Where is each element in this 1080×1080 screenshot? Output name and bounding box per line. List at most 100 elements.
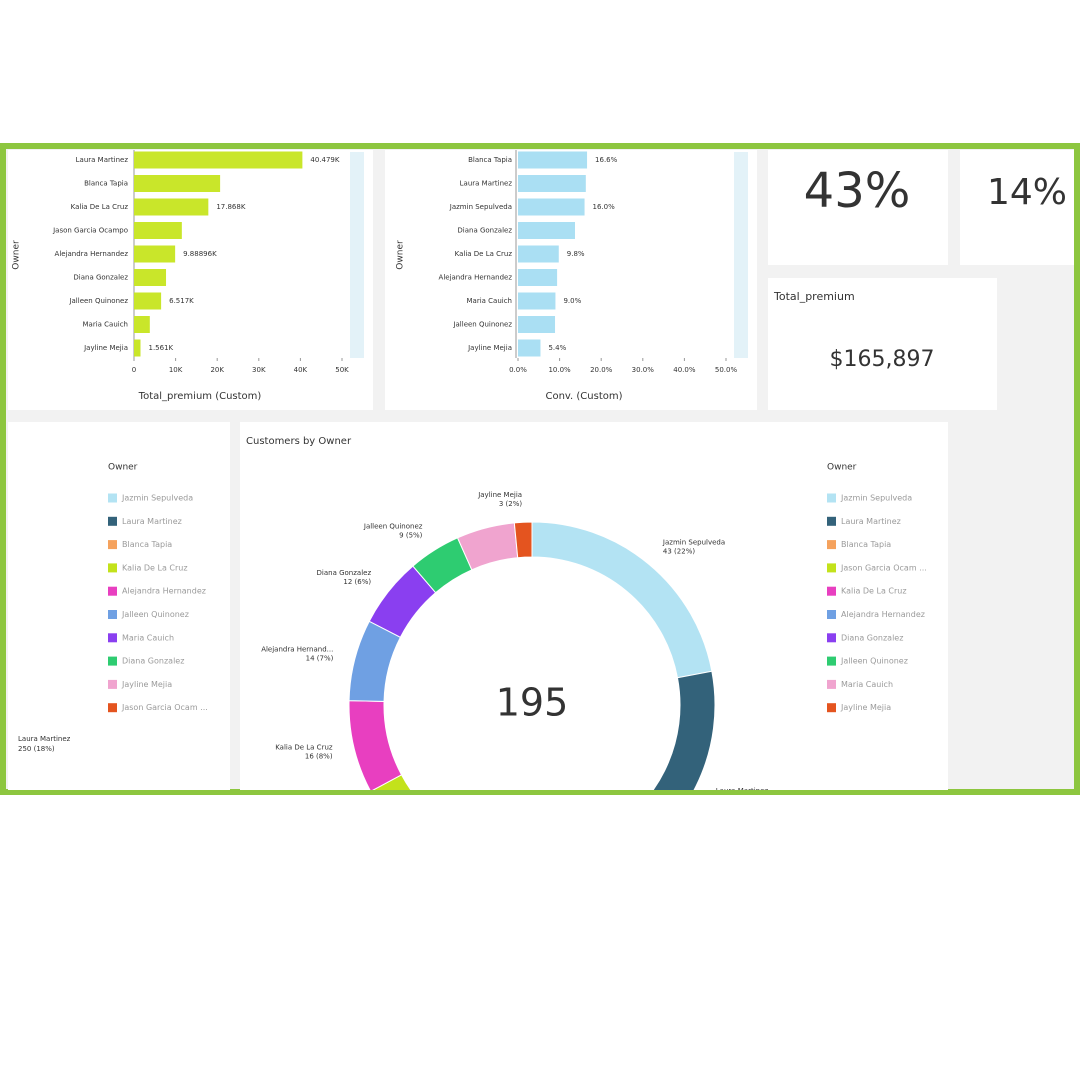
legend-label: Blanca Tapia	[841, 540, 891, 549]
scrollbar[interactable]	[734, 152, 748, 358]
y-tick-label: Laura Martinez	[460, 180, 513, 188]
legend-label: Alejandra Hernandez	[122, 587, 206, 596]
bar	[518, 269, 558, 286]
x-tick-label: 40K	[294, 366, 308, 374]
legend-label: Jazmin Sepulveda	[121, 494, 193, 503]
kpi-title: Total_premium	[773, 290, 855, 303]
legend-title: Owner	[108, 463, 138, 473]
legend-label: Kalia De La Cruz	[841, 587, 907, 596]
value-label: 40.479K	[310, 156, 339, 164]
legend-label: Kalia De La Cruz	[122, 563, 188, 572]
panel	[768, 150, 948, 265]
value-label: 17.868K	[216, 203, 245, 211]
bar	[134, 175, 221, 192]
legend-label: Laura Martinez	[122, 517, 182, 526]
y-tick-label: Jason Garcia Ocampo	[52, 227, 128, 235]
slice	[372, 774, 412, 790]
x-tick-label: 50.0%	[715, 366, 738, 374]
y-tick-label: Jayline Mejia	[83, 344, 128, 352]
value-label: 16.0%	[593, 203, 616, 211]
x-tick-label: 0.0%	[509, 366, 527, 374]
x-tick-label: 0	[132, 366, 136, 374]
panel	[385, 150, 757, 410]
legend-label: Diana Gonzalez	[841, 633, 903, 642]
scrollbar[interactable]	[350, 152, 364, 358]
x-tick-label: 30.0%	[632, 366, 655, 374]
bar	[134, 339, 141, 357]
chart-title: Customers by Owner	[246, 436, 352, 447]
axis-title: Owner	[396, 240, 406, 270]
y-tick-label: Laura Martinez	[76, 156, 129, 164]
y-tick-label: Jazmin Sepulveda	[449, 203, 512, 211]
x-tick-label: 40.0%	[673, 366, 696, 374]
slice	[652, 670, 716, 790]
y-tick-label: Jalleen Quinonez	[68, 297, 128, 305]
x-tick-label: 20.0%	[590, 366, 613, 374]
legend-label: Blanca Tapia	[122, 540, 172, 549]
center-label: 195	[496, 681, 569, 725]
bar	[518, 175, 586, 192]
panel	[8, 422, 230, 790]
slice-label: 250 (18%)	[18, 745, 55, 753]
x-tick-label: 50K	[335, 366, 349, 374]
y-tick-label: Blanca Tapia	[468, 156, 512, 164]
bar	[134, 292, 162, 310]
legend-label: Jason Garcia Ocam ...	[840, 563, 927, 572]
y-tick-label: Maria Cauich	[466, 297, 512, 305]
x-tick-label: 30K	[252, 366, 266, 374]
y-tick-label: Diana Gonzalez	[457, 227, 512, 235]
legend-swatch	[827, 516, 836, 526]
slice-label: Jalleen Quinonez	[363, 523, 423, 531]
legend-label: Maria Cauich	[122, 633, 174, 642]
slice-label: Jazmin Sepulveda	[662, 538, 725, 546]
legend-swatch	[108, 516, 117, 526]
bar	[134, 222, 182, 239]
bar	[134, 245, 176, 263]
panel	[768, 278, 997, 410]
slice-label: Diana Gonzalez	[317, 569, 372, 577]
legend-swatch	[108, 679, 117, 689]
y-tick-label: Blanca Tapia	[84, 180, 128, 188]
axis-title: Owner	[12, 240, 22, 270]
bar	[134, 316, 150, 333]
panel	[8, 150, 373, 410]
bar	[134, 151, 303, 169]
y-tick-label: Diana Gonzalez	[73, 274, 128, 282]
x-tick-label: 20K	[210, 366, 224, 374]
legend-swatch	[827, 679, 836, 689]
value-label: 5.4%	[548, 344, 566, 352]
legend-label: Diana Gonzalez	[122, 657, 184, 666]
legend-swatch	[108, 540, 117, 550]
legend-swatch	[827, 703, 836, 713]
value-label: 6.517K	[169, 297, 194, 305]
legend-label: Laura Martinez	[841, 517, 901, 526]
legend-swatch	[108, 703, 117, 713]
panel	[240, 422, 948, 790]
y-tick-label: Maria Cauich	[82, 321, 128, 329]
bar	[518, 316, 556, 333]
legend-swatch	[827, 633, 836, 643]
axis-title: Total_premium (Custom)	[138, 391, 262, 402]
legend-label: Jayline Mejia	[840, 703, 891, 712]
bar	[518, 245, 559, 263]
legend-label: Jazmin Sepulveda	[840, 494, 912, 503]
slice-label: Laura Martinez	[18, 735, 71, 743]
y-tick-label: Kalia De La Cruz	[71, 203, 129, 211]
x-tick-label: 10.0%	[548, 366, 571, 374]
legend-swatch	[827, 586, 836, 596]
y-tick-label: Jalleen Quinonez	[452, 321, 512, 329]
kpi-value: 43%	[804, 163, 911, 219]
bar	[518, 292, 556, 310]
value-label: 9.88896K	[183, 250, 217, 258]
legend-swatch	[108, 586, 117, 596]
bar	[518, 198, 585, 216]
bar	[518, 222, 575, 239]
legend-label: Jalleen Quinonez	[840, 657, 908, 666]
legend-label: Jayline Mejia	[121, 680, 172, 689]
y-tick-label: Alejandra Hernandez	[55, 250, 129, 258]
y-tick-label: Alejandra Hernandez	[439, 274, 513, 282]
value-label: 16.6%	[595, 156, 618, 164]
y-tick-label: Kalia De La Cruz	[455, 250, 513, 258]
